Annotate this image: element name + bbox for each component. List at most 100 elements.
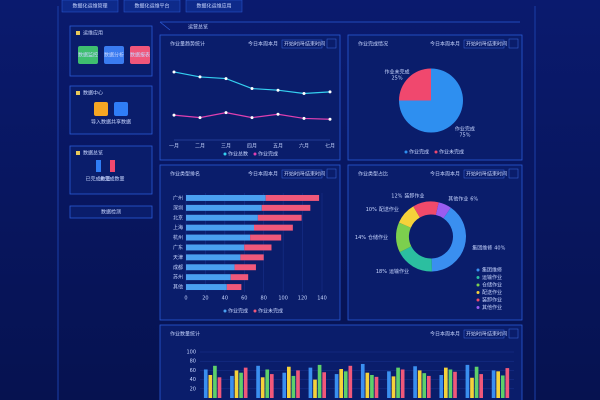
sidebar-box [69,85,153,135]
y-tick-label: 深圳 [173,204,183,211]
nav-tab[interactable] [185,0,243,13]
period-filter[interactable]: 今日 [248,41,258,48]
bar [470,377,474,398]
segment-value: 18% [376,269,387,275]
section-title: 运营总览 [188,24,208,31]
bar [400,369,405,398]
segment-name: 集团维修 [472,245,492,252]
date-start: 开始时间 [466,171,486,178]
legend-swatch [404,150,408,154]
data-icon-label: 共享数据 [111,119,131,126]
app-button[interactable] [130,46,150,64]
panel [159,34,341,161]
date-end: 结束时间 [487,331,507,338]
x-tick-label: 六月 [299,143,309,150]
export-button[interactable] [508,328,519,339]
panel-title: 作业量趋势统计 [170,41,205,48]
export-button[interactable] [508,38,519,49]
app-button-label: 数据监控 [78,52,98,59]
period-filter[interactable]: 今日 [430,331,440,338]
period-filter[interactable]: 本月 [268,171,278,178]
period-filter[interactable]: 今日 [430,41,440,48]
bar [269,374,274,398]
y-tick-label: 天津 [173,254,183,261]
period-filter[interactable]: 本月 [450,331,460,338]
data-point [250,87,254,91]
bar [291,375,296,398]
period-filter[interactable]: 本周 [258,171,268,178]
data-icon-label: 导入数据 [91,119,111,126]
period-filter[interactable]: 本月 [268,41,278,48]
x-tick-label: 20 [202,296,208,302]
date-end: 结束时间 [487,171,507,178]
x-tick-label: 五月 [273,144,283,150]
date-range[interactable] [463,169,505,179]
y-tick-label: 杭州 [173,234,183,241]
date-range[interactable] [281,169,323,179]
data-point [172,113,176,117]
period-filter[interactable]: 本周 [440,331,450,338]
period-filter[interactable]: 本月 [450,41,460,48]
overview-label: 已完成数量 [85,176,110,183]
panel-title: 作业完成情况 [358,41,388,48]
bar [261,204,311,211]
bar [439,375,444,398]
bar [496,371,501,398]
sidebar-title: 数据中心 [83,90,103,97]
legend-swatch [476,268,480,272]
frame-lines [57,6,536,400]
y-tick-label: 苏州 [173,274,183,281]
bar [217,377,222,398]
bar [186,224,254,231]
data-point [198,116,202,120]
bar [186,244,245,251]
legend-swatch [476,276,480,279]
legend-label: 作业完成 [228,308,248,315]
y-tick-label: 其他 [173,284,183,291]
legend-swatch [476,298,480,302]
bar [186,204,262,211]
bar [370,375,374,398]
date-end: 结束时间 [305,41,325,48]
period-filter[interactable]: 今日 [248,171,258,178]
app-button[interactable] [78,46,98,64]
app-button[interactable] [104,46,124,64]
panel [159,164,341,321]
nav-tab[interactable] [123,0,181,13]
data-icon[interactable] [114,102,128,116]
period-filter[interactable]: 本周 [440,41,450,48]
y-tick-label: 20 [190,386,196,392]
segment-value: 40% [494,246,505,252]
bar [265,369,270,398]
date-range[interactable] [463,39,505,49]
bar [282,372,287,398]
y-tick-label: 广东 [173,244,183,251]
x-tick-label: 80 [261,296,267,302]
date-range[interactable] [281,39,323,49]
date-start: 开始时间 [284,171,304,178]
period-filter[interactable]: 本月 [450,171,460,178]
y-tick-label: 80 [190,359,196,365]
legend-label: 作业未完成 [439,149,464,156]
export-button[interactable] [326,168,337,179]
x-tick-label: 四月 [247,144,257,150]
export-button[interactable] [508,168,519,179]
date-sep: ~ [483,42,487,48]
bar [448,369,453,398]
data-icon[interactable] [94,102,108,116]
period-filter[interactable]: 今日 [430,171,440,178]
sidebar-title[interactable]: 数据检测 [101,209,121,216]
date-end: 结束时间 [305,171,325,178]
bar [500,375,505,398]
date-range[interactable] [463,329,505,339]
bar [322,372,326,398]
bar [186,254,241,261]
legend-label: 配送作业 [482,289,502,296]
bar [343,371,348,398]
period-filter[interactable]: 本周 [258,41,268,48]
y-tick-label: 40 [190,377,196,383]
legend-label: 仓储作业 [482,282,502,289]
period-filter[interactable]: 本周 [440,171,450,178]
export-button[interactable] [326,38,337,49]
nav-tab[interactable] [61,0,119,13]
